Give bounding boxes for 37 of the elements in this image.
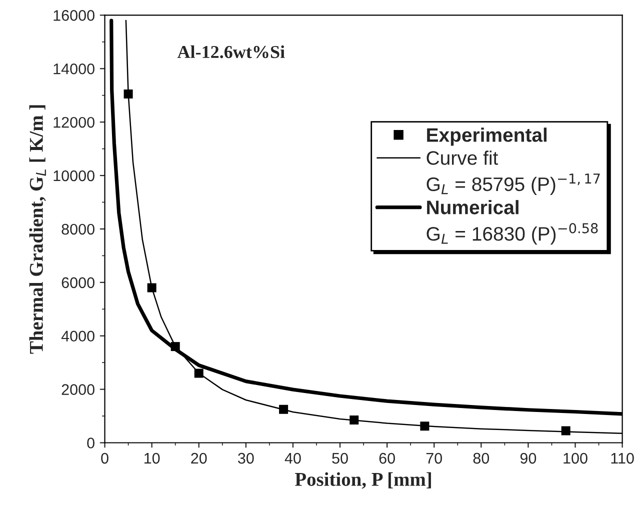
x-tick-label: 60	[379, 452, 395, 464]
y-tick-label: 2000	[62, 384, 94, 395]
y-tick-label: 0	[87, 438, 94, 448]
point	[194, 368, 204, 378]
point	[170, 342, 180, 352]
y-tick-label: 12000	[54, 116, 94, 128]
x-tick-label: 0	[101, 452, 108, 464]
x-axis-title: Position, P [mm]	[295, 472, 431, 489]
y-tick-label: 16000	[54, 10, 94, 21]
y-axis-title: Thermal Gradient, G$_{L}$ [ K/m ]	[29, 105, 46, 354]
legend-label: Experimental	[427, 128, 547, 146]
x-tick-label: 20	[191, 452, 207, 464]
y-tick-label: 10000	[54, 170, 94, 182]
x-tick-label: 80	[473, 452, 490, 464]
y-tick-label: 4000	[61, 330, 94, 342]
annotation: Al-12.6wt%Si	[177, 45, 285, 58]
y-tick-label: 14000	[54, 63, 94, 74]
x-tick-label: 90	[520, 452, 536, 464]
point	[350, 416, 359, 425]
point	[279, 404, 288, 414]
point	[147, 283, 156, 292]
legend-label: Curve fit	[426, 150, 498, 165]
x-tick-label: 30	[238, 452, 254, 464]
y-tick-label: 6000	[62, 277, 94, 288]
x-tick-label: 40	[284, 452, 301, 464]
x-tick-label: 100	[564, 452, 588, 464]
point	[561, 426, 570, 436]
point	[420, 422, 430, 431]
point	[124, 90, 133, 99]
annotation: G$_{L}$ = 85795 (P)$^{−1,17}$	[426, 174, 600, 195]
legend-label: Numerical	[427, 200, 518, 214]
x-tick-label: 70	[426, 452, 442, 464]
x-tick-label: 50	[332, 452, 348, 464]
x-tick-label: 10	[144, 452, 160, 464]
annotation: G$_{L}$ = 16830 (P)$^{−0.58}$	[426, 223, 598, 245]
y-tick-label: 8000	[62, 224, 94, 235]
x-tick-label: 110	[611, 452, 634, 464]
